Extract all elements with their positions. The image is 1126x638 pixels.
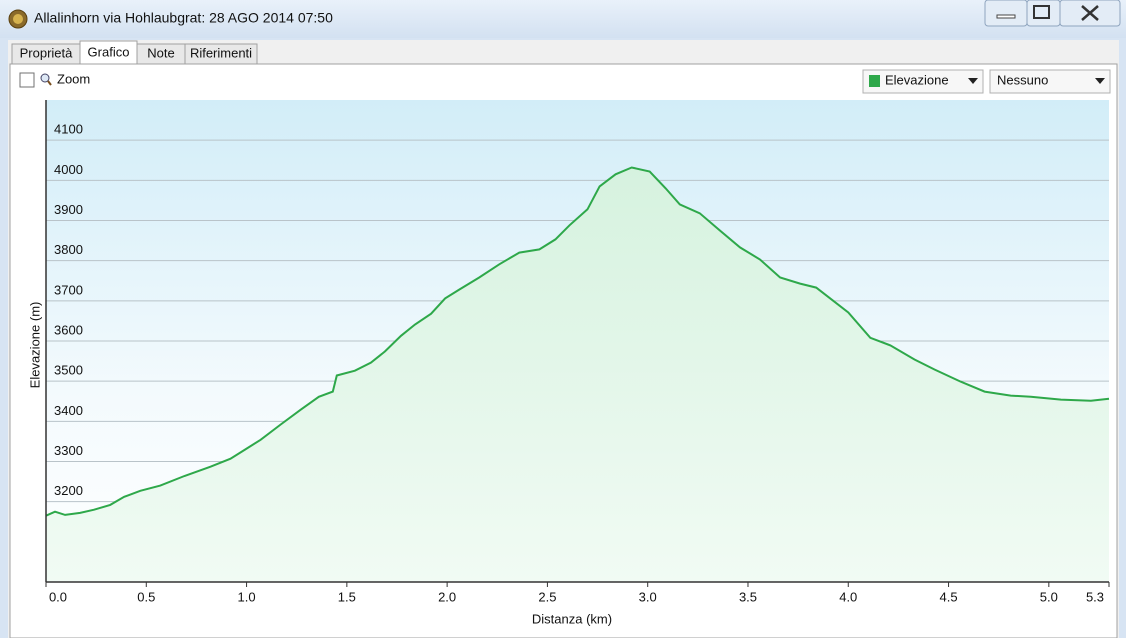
y-tick-label: 3400: [54, 403, 83, 418]
y-tick-label: 3600: [54, 322, 83, 337]
x-tick-label: 3.0: [639, 589, 657, 604]
app-icon-inner: [13, 14, 23, 24]
overlay-select-text: Nessuno: [997, 72, 1048, 87]
maximize-button[interactable]: [1026, 0, 1061, 27]
y-tick-label: 3900: [54, 202, 83, 217]
dropdown-arrow: [1095, 78, 1105, 84]
series-select[interactable]: Elevazione: [862, 69, 984, 94]
y-tick-label: 3200: [54, 483, 83, 498]
title-bar: [0, 0, 1126, 38]
x-axis-title: Distanza (km): [532, 611, 612, 626]
y-tick-label: 3800: [54, 242, 83, 257]
tab-label: Note: [147, 45, 174, 60]
y-tick-label: 4100: [54, 122, 83, 137]
x-tick-label: 1.5: [338, 589, 356, 604]
zoom-label: Zoom: [57, 71, 90, 86]
x-tick-label: 2.0: [438, 589, 456, 604]
chart: 3100320033003400350036003700380039004000…: [45, 100, 1110, 604]
minimize-glyph: [996, 14, 1016, 19]
close-glyph: [1081, 5, 1099, 21]
tab-label: Proprietà: [20, 45, 74, 60]
dropdown-arrow: [968, 78, 978, 84]
x-tick-label: 0.5: [137, 589, 155, 604]
x-tick-label: 4.5: [940, 589, 958, 604]
x-tick-label: 3.5: [739, 589, 757, 604]
zoom-checkbox[interactable]: [19, 72, 35, 88]
x-tick-label: 0.0: [49, 589, 67, 604]
zoom-icon: [40, 73, 50, 83]
maximize-glyph: [1033, 5, 1050, 19]
y-tick-label: 3700: [54, 282, 83, 297]
series-line: [45, 166, 1110, 517]
overlay-select[interactable]: Nessuno: [989, 69, 1111, 94]
x-tick-label: 2.5: [538, 589, 556, 604]
y-axis-title: Elevazione (m): [27, 302, 42, 389]
y-tick-label: 4000: [54, 162, 83, 177]
overlay-select-box[interactable]: [989, 69, 1111, 94]
window-title: Allalinhorn via Hohlaubgrat: 28 AGO 2014…: [34, 10, 333, 26]
series-swatch: [869, 75, 880, 87]
series-select-box[interactable]: [862, 69, 984, 94]
y-tick-label: 3300: [54, 443, 83, 458]
zoom-icon-handle: [47, 80, 52, 86]
area-fill: [46, 167, 1109, 582]
tab-label: Grafico: [88, 44, 130, 59]
x-tick-label: 5.3: [1086, 589, 1104, 604]
x-tick-label: 5.0: [1040, 589, 1058, 604]
window-buttons[interactable]: [984, 0, 1121, 27]
tab-strip: Proprietà Grafico Note Riferimenti: [11, 40, 258, 66]
minimize-button[interactable]: [984, 0, 1028, 27]
tab-label: Riferimenti: [190, 45, 252, 60]
y-tick-label: 3500: [54, 363, 83, 378]
series-select-text: Elevazione: [885, 72, 949, 87]
x-tick-label: 1.0: [238, 589, 256, 604]
x-tick-label: 4.0: [839, 589, 857, 604]
